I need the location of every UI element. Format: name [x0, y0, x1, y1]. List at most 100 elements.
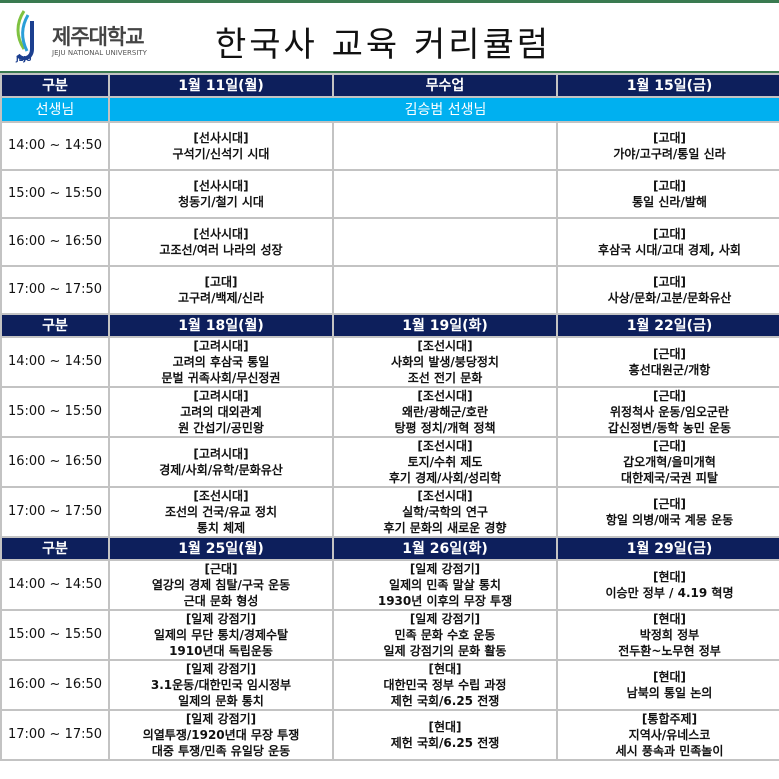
- lesson-cell: [근대] 항일 의병/애국 계몽 운동: [556, 486, 779, 538]
- time-slot-row: 17:00 ~ 17:50 [고대] 고구려/백제/신라 [고대] 사상/문화/고분/문…: [0, 265, 779, 315]
- lesson-cell: [조선시대] 왜란/광해군/호란 탕평 정치/개혁 정책: [332, 386, 558, 438]
- lesson-era: [고대]: [652, 131, 687, 145]
- lesson-cell: [현대] 남북의 통일 논의: [556, 659, 779, 711]
- lesson-era: [고대]: [652, 275, 687, 289]
- day-header: 1월 19일(화): [332, 313, 558, 338]
- svg-text:JEJU: JEJU: [15, 55, 32, 63]
- lesson-topic: 일제의 무단 통치/경제수탈: [153, 628, 289, 642]
- lesson-era: [고려시대]: [193, 389, 249, 403]
- day-header: 1월 25일(월): [108, 536, 334, 561]
- lesson-cell: [일제 강점기] 민족 문화 수호 운동 일제 강점기의 문화 활동: [332, 609, 558, 661]
- lesson-era: [조선시대]: [417, 389, 473, 403]
- lesson-cell: [선사시대] 고조선/여러 나라의 성장: [108, 217, 334, 267]
- lesson-topic: 일제 강점기의 문화 활동: [383, 644, 507, 658]
- lesson-era: [고려시대]: [193, 447, 249, 461]
- lesson-era: [현대]: [652, 612, 687, 626]
- time-label: 14:00 ~ 14:50: [0, 336, 110, 388]
- lesson-topic: 열강의 경제 침탈/구국 운동: [151, 578, 291, 592]
- lesson-cell: [조선시대] 실학/국학의 연구 후기 문화의 새로운 경향: [332, 486, 558, 538]
- lesson-cell: [일제 강점기] 일제의 무단 통치/경제수탈 1910년대 독립운동: [108, 609, 334, 661]
- lesson-topic: 가야/고구려/통일 신라: [613, 147, 726, 161]
- lesson-era: [통합주제]: [641, 712, 698, 726]
- lesson-cell: [고려시대] 경제/사회/유학/문화유산: [108, 436, 334, 488]
- lesson-topic: 제헌 국회/6.25 전쟁: [390, 694, 500, 708]
- teacher-name: 김승범 선생님: [108, 96, 779, 123]
- lesson-cell: [고대] 후삼국 시대/고대 경제, 사회: [556, 217, 779, 267]
- time-slot-row: 14:00 ~ 14:50 [선사시대] 구석기/신석기 시대 [고대] 가야/고구려/…: [0, 121, 779, 171]
- time-label: 15:00 ~ 15:50: [0, 169, 110, 219]
- time-slot-row: 15:00 ~ 15:50 [선사시대] 청동기/철기 시대 [고대] 통일 신라/발해: [0, 169, 779, 219]
- day-header: 1월 26일(화): [332, 536, 558, 561]
- lesson-topic: 근대 문화 형성: [183, 594, 259, 608]
- lesson-cell: [고려시대] 고려의 후삼국 통일 문벌 귀족사회/무신정권: [108, 336, 334, 388]
- lesson-topic: 토지/수취 제도: [407, 455, 483, 469]
- time-label: 15:00 ~ 15:50: [0, 386, 110, 438]
- lesson-topic: 원 간섭기/공민왕: [178, 421, 264, 435]
- lesson-era: [현대]: [428, 720, 462, 734]
- lesson-topic: 탕평 정치/개혁 정책: [394, 421, 496, 435]
- time-slot-row: 14:00 ~ 14:50 [고려시대] 고려의 후삼국 통일 문벌 귀족사회/무신정…: [0, 336, 779, 388]
- lesson-topic: 경제/사회/유학/문화유산: [159, 463, 283, 477]
- lesson-topic: 지역사/유네스코: [628, 728, 711, 742]
- time-label: 17:00 ~ 17:50: [0, 486, 110, 538]
- lesson-cell: [고대] 통일 신라/발해: [556, 169, 779, 219]
- lesson-cell: [선사시대] 구석기/신석기 시대: [108, 121, 334, 171]
- lesson-cell: [일제 강점기] 3.1운동/대한민국 임시정부 일제의 문화 통치: [108, 659, 334, 711]
- lesson-topic: 1930년 이후의 무장 투쟁: [377, 594, 513, 608]
- curriculum-table: 구분 1월 11일(월) 무수업 1월 15일(금) 선생님 김승범 선생님 14:00 ~…: [0, 73, 779, 761]
- lesson-era: [조선시대]: [417, 339, 473, 353]
- lesson-cell: [근대] 위정척사 운동/임오군란 갑신정변/동학 농민 운동: [556, 386, 779, 438]
- lesson-cell: [고대] 사상/문화/고분/문화유산: [556, 265, 779, 315]
- day-header: 1월 29일(금): [556, 536, 779, 561]
- day-header: 1월 22일(금): [556, 313, 779, 338]
- lesson-cell: [근대] 갑오개혁/을미개혁 대한제국/국권 피탈: [556, 436, 779, 488]
- jeju-logo-icon: JEJU: [15, 10, 34, 63]
- lesson-topic: 대한민국 정부 수립 과정: [383, 678, 507, 692]
- lesson-era: [선사시대]: [193, 131, 249, 145]
- lesson-topic: 사상/문화/고분/문화유산: [607, 291, 732, 305]
- lesson-cell: [선사시대] 청동기/철기 시대: [108, 169, 334, 219]
- teacher-row: 선생님 김승범 선생님: [0, 96, 779, 123]
- lesson-era: [선사시대]: [193, 227, 249, 241]
- time-label: 14:00 ~ 14:50: [0, 121, 110, 171]
- lesson-era: [조선시대]: [417, 489, 473, 503]
- header-banner: JEJU 제주대학교 JEJU NATIONAL UNIVERSITY 한국사 …: [0, 0, 779, 73]
- lesson-topic: 남북의 통일 논의: [626, 686, 713, 700]
- lesson-topic: 전두환~노무현 정부: [618, 644, 721, 658]
- lesson-topic: 박정희 정부: [639, 628, 700, 642]
- lesson-era: [근대]: [652, 439, 687, 453]
- lesson-era: [근대]: [652, 347, 687, 361]
- time-slot-row: 16:00 ~ 16:50 [일제 강점기] 3.1운동/대한민국 임시정부 일제의 …: [0, 659, 779, 711]
- lesson-topic: 실학/국학의 연구: [402, 505, 488, 519]
- time-slot-row: 16:00 ~ 16:50 [선사시대] 고조선/여러 나라의 성장 [고대] 후삼국 …: [0, 217, 779, 267]
- lesson-topic: 흥선대원군/개항: [628, 363, 711, 377]
- lesson-topic: 통일 신라/발해: [632, 195, 707, 209]
- lesson-topic: 일제의 문화 통치: [178, 694, 264, 708]
- page-title: 한국사 교육 커리큘럼: [215, 25, 552, 65]
- time-slot-row: 14:00 ~ 14:50 [근대] 열강의 경제 침탈/구국 운동 근대 문화 형성…: [0, 559, 779, 611]
- time-label: 16:00 ~ 16:50: [0, 436, 110, 488]
- lesson-era: [현대]: [428, 662, 462, 676]
- lesson-topic: 이승만 정부 / 4.19 혁명: [605, 586, 734, 600]
- lesson-era: [고대]: [652, 179, 687, 193]
- lesson-era: [근대]: [652, 389, 687, 403]
- lesson-topic: 고려의 대외관계: [180, 405, 262, 419]
- week-header-row: 구분 1월 11일(월) 무수업 1월 15일(금): [0, 73, 779, 98]
- time-label: 14:00 ~ 14:50: [0, 559, 110, 611]
- lesson-era: [근대]: [652, 497, 687, 511]
- lesson-era: [선사시대]: [193, 179, 249, 193]
- time-label: 17:00 ~ 17:50: [0, 265, 110, 315]
- lesson-era: [일제 강점기]: [409, 612, 481, 626]
- week-header-row: 구분 1월 25일(월) 1월 26일(화) 1월 29일(금): [0, 536, 779, 561]
- lesson-era: [일제 강점기]: [185, 612, 257, 626]
- time-label: 17:00 ~ 17:50: [0, 709, 110, 761]
- lesson-topic: 조선 전기 문화: [407, 371, 483, 385]
- lesson-topic: 위정척사 운동/임오군란: [610, 405, 729, 419]
- lesson-topic: 고려의 후삼국 통일: [172, 355, 270, 369]
- lesson-era: [고대]: [204, 275, 238, 289]
- lesson-topic: 사화의 발생/붕당정치: [391, 355, 499, 369]
- lesson-topic: 청동기/철기 시대: [178, 195, 264, 209]
- lesson-era: [일제 강점기]: [409, 562, 481, 576]
